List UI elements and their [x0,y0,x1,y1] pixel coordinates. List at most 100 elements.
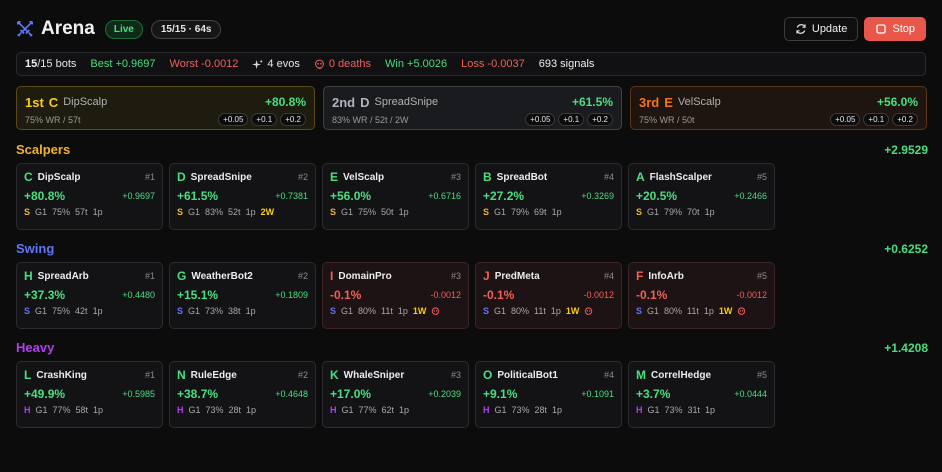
bot-letter: H [24,269,33,283]
bot-card[interactable]: O PoliticalBot1 #4 +9.1% +0.1091 H G1 73% 28t 1p [475,361,622,428]
podium-second[interactable]: 2nd D SpreadSnipe +61.5% 83% WR / 52t / … [323,86,622,130]
bot-strategy: S [483,306,490,316]
bot-letter: B [483,170,492,184]
bot-name: CrashKing [36,369,87,381]
section-title-scalpers: Scalpers [16,142,71,157]
bot-rank: #5 [756,370,767,380]
bot-card[interactable]: L CrashKing #1 +49.9% +0.5985 H G1 77% 58t 1p [16,361,163,428]
chip-bet-small[interactable]: +0.05 [218,113,249,126]
bot-positions: 1p [551,207,562,217]
bot-rank: #4 [603,370,614,380]
bot-generation: G1 [647,405,660,415]
worst-stat: Worst -0.0012 [169,58,239,70]
bot-card[interactable]: H SpreadArb #1 +37.3% +0.4480 S G1 75% 42t 1p [16,262,163,329]
app-title: Arena [41,18,95,39]
bot-pct: +61.5% [177,189,219,203]
bot-strategy: S [636,306,643,316]
bot-positions: 1p [246,405,257,415]
podium-letter: E [664,94,673,110]
chip-bet-large[interactable]: +0.2 [587,113,613,126]
chip-bet-medium[interactable]: +0.1 [863,113,890,126]
bot-rank: #2 [297,172,308,182]
bot-trades: 11t [687,306,699,316]
bot-winrate: 77% [52,405,71,415]
bot-card[interactable]: C DipScalp #1 +80.8% +0.9697 S G1 75% 57t 1p [16,163,163,230]
skull-icon [314,59,324,69]
bot-pct: +56.0% [330,189,372,203]
bot-trades: 69t [534,207,547,217]
podium-sub: 75% WR / 57t [25,114,81,125]
bot-card[interactable]: I DomainPro #3 -0.1% -0.0012 S G1 80% 11t 1p 1W [322,262,469,329]
bot-card[interactable]: M CorrelHedge #5 +3.7% +0.0444 H G1 73% 31t 1p [628,361,775,428]
chip-bet-large[interactable]: +0.2 [892,113,918,126]
sparkle-icon [252,58,264,69]
bot-pct: +38.7% [177,387,219,401]
bot-name: DipScalp [37,171,81,183]
bot-pct: -0.1% [636,288,668,302]
chip-bet-medium[interactable]: +0.1 [251,113,278,126]
bot-rank: #1 [144,370,155,380]
chip-bet-small[interactable]: +0.05 [525,113,556,126]
podium-rank: 2nd [332,94,356,110]
bot-name: FlashScalper [649,171,712,183]
podium-third[interactable]: 3rd E VelScalp +56.0% 75% WR / 50t +0.05… [630,86,927,130]
bot-positions: 1p [245,207,256,217]
bot-winrate: 75% [52,207,71,217]
bot-wins-badge: 2W [260,207,275,217]
bot-card[interactable]: J PredMeta #4 -0.1% -0.0012 S G1 80% 11t 1p 1W [475,262,622,329]
bot-letter: D [177,170,186,184]
bot-trades: 58t [75,405,89,415]
bot-name: PredMeta [494,270,540,282]
chip-bet-large[interactable]: +0.2 [280,113,306,126]
bot-trades: 62t [381,405,395,415]
bot-pct: +49.9% [24,387,66,401]
refresh-icon [796,24,806,34]
bot-positions: 1p [703,306,714,316]
bot-letter: E [330,170,339,184]
bot-card[interactable]: G WeatherBot2 #2 +15.1% +0.1809 S G1 73% 38t 1p [169,262,316,329]
bot-pct: +80.8% [24,189,66,203]
bot-letter: L [24,368,32,382]
bot-card[interactable]: K WhaleSniper #3 +17.0% +0.2039 H G1 77% 62t 1p [322,361,469,428]
bot-delta: -0.0012 [736,290,767,300]
bot-card[interactable]: E VelScalp #3 +56.0% +0.6716 S G1 75% 50t 1p [322,163,469,230]
bot-name: SpreadSnipe [190,171,252,183]
update-button[interactable]: Update [783,17,859,41]
bot-strategy: S [24,207,31,217]
bot-strategy: H [636,405,643,415]
bot-card[interactable]: D SpreadSnipe #2 +61.5% +0.7381 S G1 83% 52t 1p 2W [169,163,316,230]
bot-strategy: S [24,306,31,316]
bot-winrate: 73% [664,405,683,415]
update-label: Update [811,23,848,35]
bot-card[interactable]: N RuleEdge #2 +38.7% +0.4648 H G1 73% 28t 1p [169,361,316,428]
bot-winrate: 79% [664,207,683,217]
bot-trades: 38t [228,306,241,316]
chip-bet-small[interactable]: +0.05 [830,113,861,126]
bot-card[interactable]: F InfoArb #5 -0.1% -0.0012 S G1 80% 11t 1p 1W [628,262,775,329]
bot-card[interactable]: A FlashScalper #5 +20.5% +0.2466 S G1 79% 70t 1p [628,163,775,230]
bot-strategy: S [330,306,337,316]
bot-pct: +3.7% [636,387,671,401]
bot-delta: +0.0444 [734,389,767,399]
bot-strategy: S [330,207,337,217]
evos-stat: 4 evos [252,58,300,70]
bot-card[interactable]: B SpreadBot #4 +27.2% +0.3269 S G1 79% 69t 1p [475,163,622,230]
stop-button[interactable]: Stop [864,17,926,41]
progress-badge: 15/15 · 64s [150,19,222,39]
chip-bet-medium[interactable]: +0.1 [558,113,585,126]
win-stat: Win +5.0026 [385,58,448,70]
podium-name: SpreadSnipe [374,96,439,108]
bot-winrate: 73% [511,405,530,415]
bot-delta: -0.0012 [583,290,614,300]
bot-generation: G1 [341,306,354,316]
bot-trades: 70t [687,207,700,217]
bot-winrate: 83% [205,207,224,217]
podium-first[interactable]: 1st C DipScalp +80.8% 75% WR / 57t +0.05… [16,86,315,130]
bot-name: InfoArb [648,270,684,282]
live-badge: Live [104,19,143,39]
section-title-swing: Swing [16,241,55,256]
bot-generation: G1 [35,306,48,316]
best-stat: Best +0.9697 [90,58,156,70]
bot-rank: #3 [450,172,461,182]
bot-strategy: H [177,405,184,415]
